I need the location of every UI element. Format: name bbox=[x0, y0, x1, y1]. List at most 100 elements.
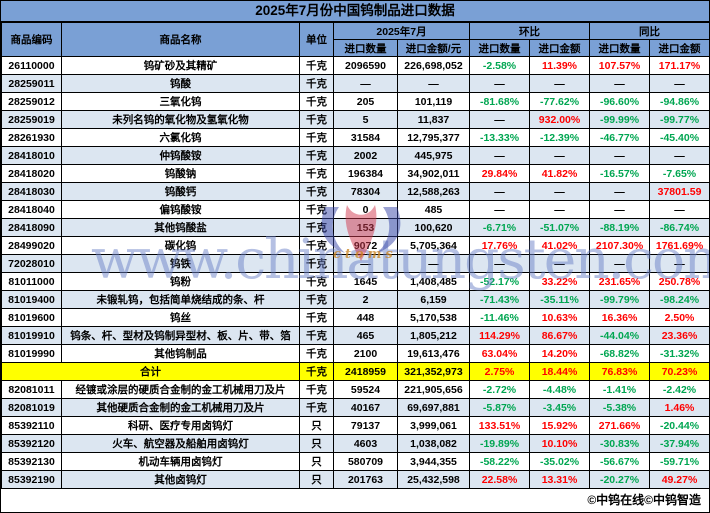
cell-import-amount: 101,119 bbox=[396, 92, 471, 111]
cell-import-amount: 12,588,263 bbox=[396, 182, 471, 201]
cell-unit: 千克 bbox=[299, 110, 334, 129]
cell-yoy-qty: — bbox=[589, 146, 651, 165]
cell-yoy-qty: -20.27% bbox=[589, 470, 651, 489]
cell-import-qty: 2100 bbox=[333, 344, 398, 363]
table-row: 28418020 钨酸钠 千克 196384 34,902,011 29.84% 41.82… bbox=[1, 164, 709, 183]
cell-yoy-qty: — bbox=[589, 200, 651, 219]
cell-import-amount: 12,795,377 bbox=[396, 128, 471, 147]
cell-yoy-qty: 16.36% bbox=[589, 308, 651, 327]
cell-product-name: 科研、医疗专用卤钨灯 bbox=[61, 416, 300, 435]
cell-import-qty: 2 bbox=[333, 290, 398, 309]
cell-import-amount: 1,038,082 bbox=[396, 434, 471, 453]
cell-yoy-qty: 76.83% bbox=[589, 362, 651, 381]
cell-product-code: 85392190 bbox=[1, 470, 62, 489]
cell-mom-qty: -81.68% bbox=[469, 92, 531, 111]
column-header-unit: 单位 bbox=[299, 22, 334, 57]
cell-mom-qty: -6.71% bbox=[469, 218, 531, 237]
cell-mom-amount: 11.39% bbox=[529, 56, 591, 75]
cell-import-qty: 1645 bbox=[333, 272, 398, 291]
cell-unit: 千克 bbox=[299, 254, 334, 273]
column-header-mom-qty: 进口数量 bbox=[469, 39, 531, 57]
cell-product-code: 81019600 bbox=[1, 308, 62, 327]
cell-yoy-qty: 2107.30% bbox=[589, 236, 651, 255]
table-row: 85392120 火车、航空器及船舶用卤钨灯只 4603 1,038,082 -19.8… bbox=[1, 434, 709, 453]
cell-import-amount: 321,352,973 bbox=[396, 362, 471, 381]
cell-product-name: 其他硬质合金制的金工机械用刀及片 bbox=[61, 398, 300, 417]
cell-unit: 只 bbox=[299, 434, 334, 453]
cell-mom-amount: -77.62% bbox=[529, 92, 591, 111]
cell-unit: 千克 bbox=[299, 92, 334, 111]
header-sub-row: 进口数量 进口金额/元 进口数量 进口金额 进口数量 进口金额 bbox=[2, 39, 709, 57]
cell-mom-qty: -11.46% bbox=[469, 308, 531, 327]
cell-import-amount: 1,408,485 bbox=[396, 272, 471, 291]
cell-yoy-qty: -88.19% bbox=[589, 218, 651, 237]
cell-product-name: 其他钨酸盐 bbox=[61, 218, 300, 237]
cell-yoy-qty: -46.77% bbox=[589, 128, 651, 147]
cell-product-code: 26110000 bbox=[1, 56, 62, 75]
cell-mom-amount: 14.20% bbox=[529, 344, 591, 363]
cell-import-qty: 5 bbox=[333, 110, 398, 129]
column-header-period-amount: 进口金额/元 bbox=[396, 39, 471, 57]
cell-mom-amount: 13.31% bbox=[529, 470, 591, 489]
cell-import-qty: 2418959 bbox=[333, 362, 398, 381]
cell-import-qty: — bbox=[333, 254, 398, 273]
cell-product-name: 钨铁 bbox=[61, 254, 300, 273]
cell-yoy-amount: 23.36% bbox=[649, 326, 709, 345]
table-row: 28259011 钨酸 千克 — — — — — — bbox=[1, 74, 709, 93]
cell-mom-qty: 2.75% bbox=[469, 362, 531, 381]
cell-product-code: 28418030 bbox=[1, 182, 62, 201]
cell-product-code: 28499020 bbox=[1, 236, 62, 255]
cell-yoy-amount: — bbox=[649, 254, 709, 273]
cell-mom-amount: -51.07% bbox=[529, 218, 591, 237]
cell-product-code: 28418020 bbox=[1, 164, 62, 183]
cell-unit: 只 bbox=[299, 452, 334, 471]
cell-unit: 只 bbox=[299, 416, 334, 435]
table-row: 81019990 其他钨制品 千克 2100 19,613,476 63.04% 14.20… bbox=[1, 344, 709, 363]
cell-yoy-amount: -86.74% bbox=[649, 218, 709, 237]
table-row: 85392190 其他卤钨灯只 201763 25,432,598 22.58% 13.3… bbox=[1, 470, 709, 489]
cell-import-qty: 2002 bbox=[333, 146, 398, 165]
cell-import-qty: 0 bbox=[333, 200, 398, 219]
cell-mom-amount: — bbox=[529, 182, 591, 201]
cell-product-code: 28259012 bbox=[1, 92, 62, 111]
cell-import-qty: 196384 bbox=[333, 164, 398, 183]
table-row: 28259019 未列名钨的氧化物及氢氧化物 千克 5 11,837—932.00% -9… bbox=[1, 110, 709, 129]
cell-yoy-amount: -99.77% bbox=[649, 110, 709, 129]
cell-product-code: 28418010 bbox=[1, 146, 62, 165]
cell-yoy-qty: 231.65% bbox=[589, 272, 651, 291]
cell-mom-qty: 29.84% bbox=[469, 164, 531, 183]
cell-mom-qty: -52.17% bbox=[469, 272, 531, 291]
cell-product-name: 机动车辆用卤钨灯 bbox=[61, 452, 300, 471]
cell-mom-qty: 22.58% bbox=[469, 470, 531, 489]
cell-unit: 千克 bbox=[299, 398, 334, 417]
table-row: 28261930 六氯化钨 千克 31584 12,795,377 -13.33% -12.… bbox=[1, 128, 709, 147]
cell-mom-amount: — bbox=[529, 74, 591, 93]
cell-mom-amount: -12.39% bbox=[529, 128, 591, 147]
table-row: 85392130 机动车辆用卤钨灯只 580709 3,944,355 -58.22% -… bbox=[1, 452, 709, 471]
cell-mom-qty: — bbox=[469, 74, 531, 93]
cell-yoy-amount: -45.40% bbox=[649, 128, 709, 147]
cell-yoy-amount: -31.32% bbox=[649, 344, 709, 363]
cell-unit: 千克 bbox=[299, 128, 334, 147]
import-data-table: 商品编码 商品名称 单位 2025年7月 环比 同比 进口数量 进口金额/元 进… bbox=[1, 22, 709, 489]
cell-yoy-qty: -5.38% bbox=[589, 398, 651, 417]
cell-mom-amount: 10.63% bbox=[529, 308, 591, 327]
cell-import-qty: 201763 bbox=[333, 470, 398, 489]
cell-yoy-amount: 171.17% bbox=[649, 56, 709, 75]
cell-import-amount: 5,170,538 bbox=[396, 308, 471, 327]
table-row: 28418030 钨酸钙 千克 78304 12,588,263— — —37801.59 bbox=[1, 182, 709, 201]
cell-mom-qty: — bbox=[469, 110, 531, 129]
cell-import-amount: 445,975 bbox=[396, 146, 471, 165]
cell-yoy-qty: 271.66% bbox=[589, 416, 651, 435]
cell-import-qty: 31584 bbox=[333, 128, 398, 147]
table-row: 28418010 仲钨酸铵 千克 2002 445,975— — — — bbox=[1, 146, 709, 165]
cell-product-name: 钨酸钠 bbox=[61, 164, 300, 183]
cell-product-name: 经镀或涂层的硬质合金制的金工机械用刀及片 bbox=[61, 380, 300, 399]
cell-mom-qty: 133.51% bbox=[469, 416, 531, 435]
column-header-period-qty: 进口数量 bbox=[333, 39, 398, 57]
cell-yoy-qty: -68.82% bbox=[589, 344, 651, 363]
column-group-mom: 环比 bbox=[469, 22, 591, 40]
total-row: 合计 千克 2418959 321,352,973 2.75% 18.44% 76.83% 7… bbox=[1, 362, 709, 381]
cell-unit: 千克 bbox=[299, 164, 334, 183]
table-row: 81019400 未锻轧钨，包括简单烧结成的条、杆 千克 2 6,159 -71.43% -… bbox=[1, 290, 709, 309]
